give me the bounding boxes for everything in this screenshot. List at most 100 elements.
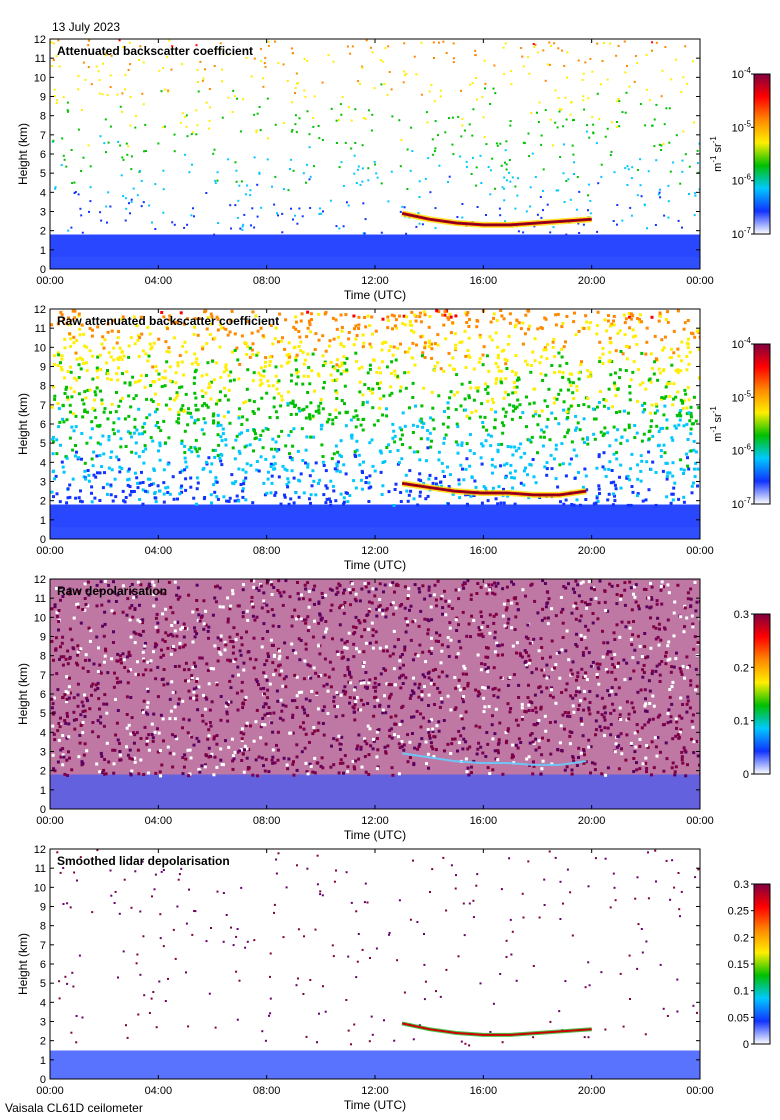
colorbar-tick-label: 0.25: [728, 906, 749, 918]
x-tick-label: 16:00: [470, 1085, 498, 1097]
y-tick-label: 5: [40, 708, 46, 720]
x-tick-label: 00:00: [686, 275, 714, 287]
y-tick-label: 4: [40, 187, 46, 199]
colorbar-tick-label: 10-6: [732, 173, 752, 188]
colorbar: 10-7 10-6 10-5 10-4 m-1 sr-1: [709, 336, 771, 511]
y-tick-label: 2: [40, 1036, 46, 1048]
x-tick-label: 08:00: [253, 815, 281, 827]
colorbar-tick-label: 10-5: [732, 389, 752, 404]
x-tick-label: 12:00: [361, 275, 389, 287]
y-tick-label: 11: [35, 53, 46, 65]
y-tick-label: 8: [40, 651, 46, 663]
colorbar: 0 0.05 0.1 0.15 0.2 0.25 0.3: [728, 879, 771, 1051]
instrument-label: Vaisala CL61D ceilometer: [5, 1101, 143, 1115]
x-tick-label: 16:00: [470, 815, 498, 827]
colorbar-tick-label: 10-7: [732, 226, 752, 241]
y-tick-label: 7: [40, 130, 46, 142]
colorbar: 10-7 10-6 10-5 10-4 m-1 sr-1: [709, 66, 771, 241]
y-tick-label: 1: [40, 1055, 46, 1067]
x-tick-label: 12:00: [361, 545, 389, 557]
x-tick-label: 00:00: [36, 1085, 64, 1097]
y-tick-label: 9: [40, 632, 46, 644]
x-tick-label: 08:00: [253, 275, 281, 287]
cloud-layer-core: [402, 482, 587, 496]
colorbar-tick-label: 0.05: [728, 1012, 749, 1024]
y-tick-label: 3: [40, 1017, 46, 1029]
x-tick-label: 00:00: [36, 545, 64, 557]
colorbar-tick-label: 10-7: [732, 496, 752, 511]
x-tick-label: 08:00: [253, 545, 281, 557]
panel-title: Smoothed lidar depolarisation: [57, 854, 230, 868]
cloud-layer-core: [401, 212, 592, 226]
heatmap-field: [50, 39, 700, 269]
y-tick-label: 8: [40, 921, 46, 933]
x-tick-label: 20:00: [578, 545, 606, 557]
y-tick-label: 3: [40, 207, 46, 219]
x-tick-label: 16:00: [470, 275, 498, 287]
heatmap-field: [50, 849, 700, 1079]
x-tick-label: 12:00: [361, 815, 389, 827]
heatmap-field: [50, 309, 700, 539]
y-tick-label: 10: [34, 882, 46, 894]
depol-noise-field: [50, 579, 700, 809]
colorbar-unit: m-1 sr-1: [709, 136, 729, 172]
colorbar-tick-label: 0.2: [734, 932, 749, 944]
y-tick-label: 4: [40, 727, 46, 739]
y-tick-label: 12: [34, 844, 46, 856]
colorbar-tick-label: 0.1: [734, 716, 749, 728]
x-axis-label: Time (UTC): [344, 1098, 406, 1112]
y-tick-label: 6: [40, 149, 46, 161]
x-tick-label: 12:00: [361, 1085, 389, 1097]
y-tick-label: 0: [40, 264, 46, 276]
panel-title: Raw depolarisation: [57, 584, 167, 598]
plot-area: [50, 39, 700, 269]
boundary-layer-band: [50, 1050, 700, 1079]
y-tick-label: 0: [40, 534, 46, 546]
y-tick-label: 3: [40, 477, 46, 489]
y-tick-label: 4: [40, 997, 46, 1009]
y-tick-label: 3: [40, 747, 46, 759]
cloud-layer: [401, 752, 587, 766]
panel-title: Raw attenuated backscatter coefficient: [57, 314, 279, 328]
colorbar-tick-label: 0.3: [734, 609, 749, 621]
y-tick-label: 9: [40, 362, 46, 374]
surface-layer: [50, 527, 700, 539]
colorbar-tick-label: 0.15: [728, 959, 749, 971]
y-tick-label: 1: [40, 785, 46, 797]
y-tick-label: 6: [40, 959, 46, 971]
y-tick-label: 9: [40, 902, 46, 914]
colorbar: 0 0.1 0.2 0.3: [734, 609, 771, 781]
y-tick-label: 5: [40, 978, 46, 990]
x-tick-label: 20:00: [578, 815, 606, 827]
y-tick-label: 6: [40, 419, 46, 431]
x-tick-label: 04:00: [145, 815, 173, 827]
x-tick-label: 16:00: [470, 545, 498, 557]
colorbar-unit: m-1 sr-1: [709, 406, 729, 442]
x-tick-label: 00:00: [36, 275, 64, 287]
y-axis-label: Height (km): [16, 393, 30, 455]
y-tick-label: 12: [34, 34, 46, 46]
y-tick-label: 0: [40, 804, 46, 816]
colorbar-tick-label: 0.2: [734, 662, 749, 674]
y-tick-label: 10: [34, 72, 46, 84]
y-axis-label: Height (km): [16, 123, 30, 185]
y-tick-label: 12: [34, 574, 46, 586]
colorbar-gradient: [753, 73, 771, 235]
colorbar-tick-label: 0: [743, 1039, 749, 1051]
x-tick-label: 00:00: [686, 545, 714, 557]
y-tick-label: 1: [40, 245, 46, 257]
y-tick-label: 1: [40, 515, 46, 527]
colorbar-gradient: [753, 613, 771, 775]
x-tick-label: 00:00: [686, 815, 714, 827]
colorbar-gradient: [753, 883, 771, 1045]
colorbar-tick-label: 0: [743, 769, 749, 781]
colorbar-tick-label: 10-6: [732, 443, 752, 458]
colorbar-tick-label: 10-5: [732, 119, 752, 134]
boundary-layer-band: [50, 774, 700, 809]
y-tick-label: 8: [40, 381, 46, 393]
y-tick-label: 12: [34, 304, 46, 316]
